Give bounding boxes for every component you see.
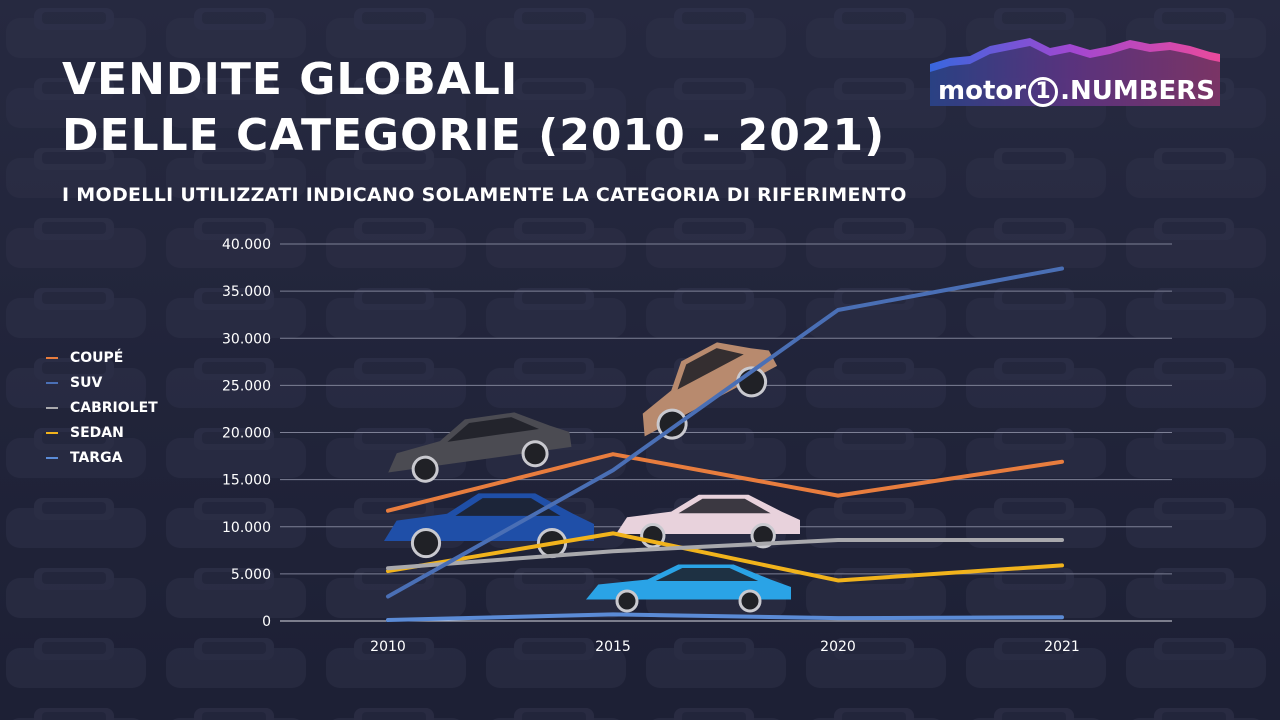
y-tick-label: 40.000	[222, 237, 271, 253]
chart-legend: COUPÉ SUV CABRIOLET SEDAN TARGA	[46, 345, 158, 470]
y-tick-label: 10.000	[222, 520, 271, 536]
legend-item: TARGA	[46, 445, 158, 470]
y-tick-label: 5.000	[231, 567, 271, 583]
y-tick-label: 15.000	[222, 473, 271, 489]
legend-item: SUV	[46, 370, 158, 395]
cabriolet-car-image	[616, 494, 800, 549]
y-tick-label: 25.000	[222, 378, 271, 394]
logo-text: motor 1 .NUMBERS	[938, 76, 1215, 107]
series-line-suv	[386, 266, 1064, 599]
y-tick-label: 35.000	[222, 284, 271, 300]
subtitle: I MODELLI UTILIZZATI INDICANO SOLAMENTE …	[62, 184, 907, 206]
legend-label: SUV	[70, 374, 103, 391]
series-line-cabriolet	[386, 537, 1064, 571]
y-tick-label: 30.000	[222, 331, 271, 347]
legend-item: COUPÉ	[46, 345, 158, 370]
logo-mountains	[930, 38, 1220, 106]
title-line-2: DELLE CATEGORIE (2010 - 2021)	[62, 110, 886, 161]
logo-motor: motor	[938, 76, 1027, 106]
series-line-sedan	[386, 531, 1064, 583]
targa-car-image	[586, 564, 791, 613]
legend-label: SEDAN	[70, 424, 124, 441]
x-tick-label: 2010	[370, 639, 406, 655]
y-tick-label: 0	[262, 614, 271, 630]
coupe-car-image	[388, 412, 572, 483]
logo-numbers: .NUMBERS	[1060, 76, 1216, 106]
legend-swatch	[46, 456, 58, 459]
title-line-1: VENDITE GLOBALI	[62, 54, 519, 105]
legend-swatch	[46, 381, 58, 384]
logo-one: 1	[1028, 76, 1059, 107]
suv-car-image	[642, 342, 778, 440]
legend-item: CABRIOLET	[46, 395, 158, 420]
y-tick-label: 20.000	[222, 426, 271, 442]
legend-item: SEDAN	[46, 420, 158, 445]
legend-swatch	[46, 356, 58, 359]
legend-label: CABRIOLET	[70, 399, 158, 416]
legend-swatch	[46, 406, 58, 409]
x-tick-label: 2015	[595, 639, 631, 655]
legend-label: COUPÉ	[70, 349, 124, 366]
legend-swatch	[46, 431, 58, 434]
page-title: VENDITE GLOBALI DELLE CATEGORIE (2010 - …	[62, 52, 885, 164]
x-tick-label: 2020	[820, 639, 856, 655]
series-line-coup	[386, 452, 1064, 513]
series-line-targa	[386, 612, 1064, 623]
x-tick-label: 2021	[1044, 639, 1080, 655]
legend-label: TARGA	[70, 449, 123, 466]
brand-logo: motor 1 .NUMBERS	[930, 34, 1220, 114]
